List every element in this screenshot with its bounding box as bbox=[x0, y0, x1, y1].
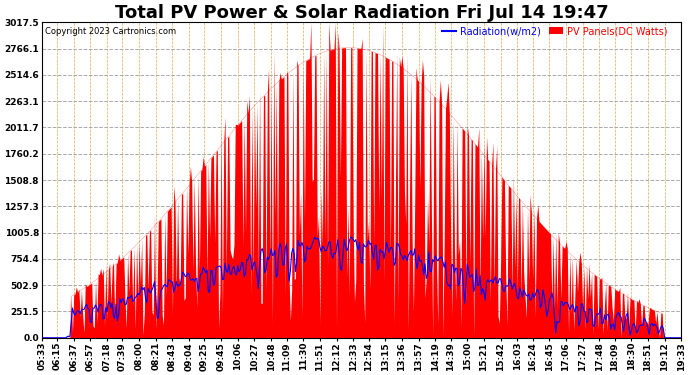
Legend: Radiation(w/m2), PV Panels(DC Watts): Radiation(w/m2), PV Panels(DC Watts) bbox=[438, 22, 672, 40]
Title: Total PV Power & Solar Radiation Fri Jul 14 19:47: Total PV Power & Solar Radiation Fri Jul… bbox=[115, 4, 609, 22]
Text: Copyright 2023 Cartronics.com: Copyright 2023 Cartronics.com bbox=[45, 27, 176, 36]
